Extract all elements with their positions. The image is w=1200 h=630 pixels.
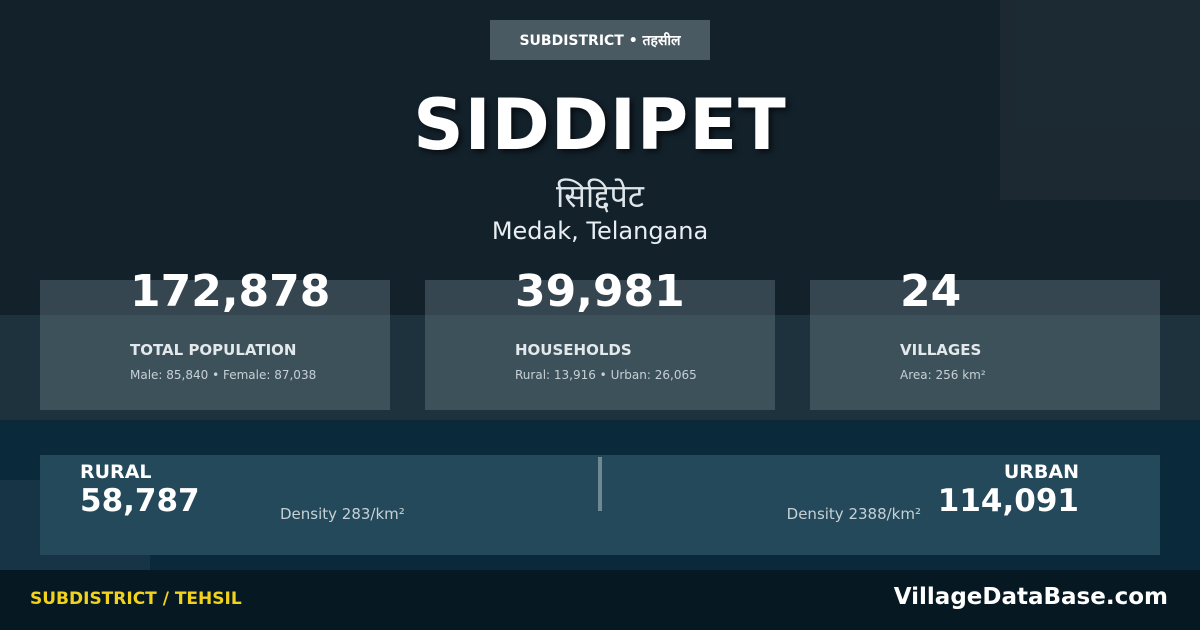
footer bbox=[0, 570, 1200, 630]
stat-value: 172,878 bbox=[130, 266, 331, 317]
title-hindi: सिद्दिपेट bbox=[555, 177, 644, 215]
decorative-square bbox=[1000, 0, 1200, 200]
rural-label: RURAL bbox=[80, 461, 152, 483]
stat-card-households: 39,981 HOUSEHOLDS Rural: 13,916 • Urban:… bbox=[425, 266, 775, 410]
urban-density: Density 2388/km² bbox=[786, 505, 921, 523]
stats-band bbox=[0, 315, 1200, 420]
divider bbox=[598, 457, 602, 511]
stat-card-population: 172,878 TOTAL POPULATION Male: 85,840 • … bbox=[40, 266, 390, 410]
page-title: SIDDIPET bbox=[413, 84, 787, 166]
urban-value: 114,091 bbox=[937, 483, 1079, 519]
stat-card-villages: 24 VILLAGES Area: 256 km² bbox=[810, 266, 1160, 410]
stat-label: TOTAL POPULATION bbox=[130, 341, 297, 359]
stat-value: 24 bbox=[900, 266, 962, 317]
stat-detail: Male: 85,840 • Female: 87,038 bbox=[130, 368, 317, 382]
stat-value: 39,981 bbox=[515, 266, 685, 317]
rural-density: Density 283/km² bbox=[280, 505, 405, 523]
footer-category: SUBDISTRICT / TEHSIL bbox=[30, 589, 242, 609]
stat-detail: Area: 256 km² bbox=[900, 368, 986, 382]
urban-label: URBAN bbox=[1003, 461, 1079, 483]
rural-value: 58,787 bbox=[80, 483, 200, 519]
brand-link[interactable]: VillageDataBase.com bbox=[893, 584, 1168, 610]
location: Medak, Telangana bbox=[491, 217, 709, 245]
type-badge: SUBDISTRICT • तहसील bbox=[490, 20, 710, 60]
stat-detail: Rural: 13,916 • Urban: 26,065 bbox=[515, 368, 697, 382]
stat-label: VILLAGES bbox=[900, 341, 982, 359]
stat-label: HOUSEHOLDS bbox=[515, 341, 632, 359]
